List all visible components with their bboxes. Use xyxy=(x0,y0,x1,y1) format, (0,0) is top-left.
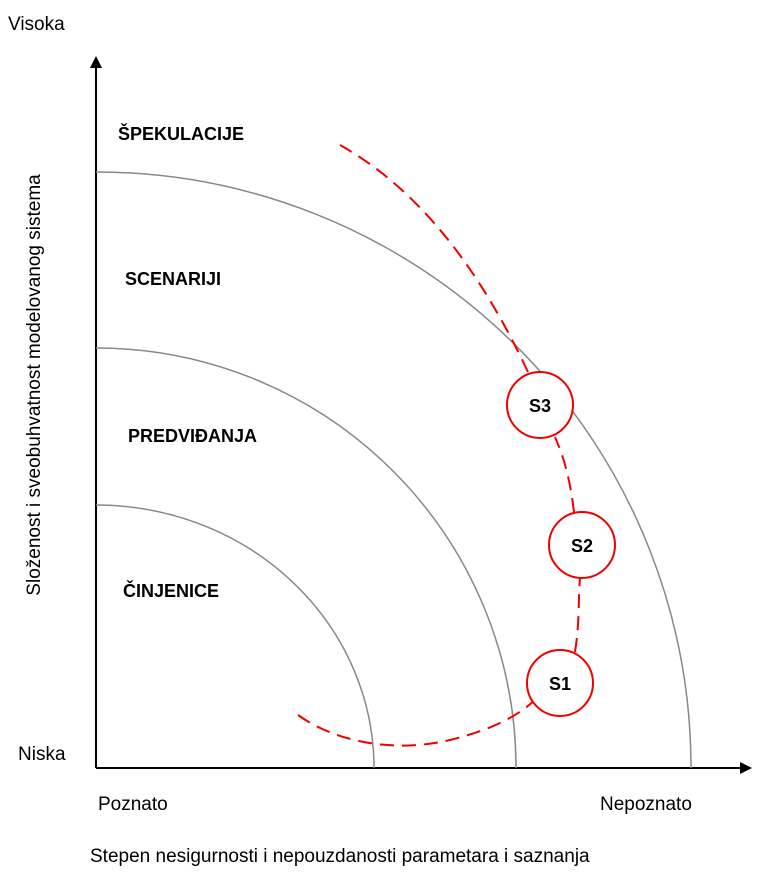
arc-3 xyxy=(95,171,692,769)
y-top-label: Visoka xyxy=(8,14,65,35)
node-circle xyxy=(526,649,594,717)
y-axis-label: Složenost i sveobuhvatnost modelovanog s… xyxy=(24,174,45,596)
node-label: S3 xyxy=(529,396,551,416)
arc-2 xyxy=(95,347,517,769)
node-circle xyxy=(506,371,574,439)
zone-label: ČINJENICE xyxy=(123,580,219,601)
x-left-label: Poznato xyxy=(98,794,168,815)
y-bottom-label: Niska xyxy=(18,744,66,765)
x-right-label: Nepoznato xyxy=(600,794,692,815)
node-circle xyxy=(548,511,616,579)
arc-1 xyxy=(95,504,375,769)
node-label: S1 xyxy=(549,674,571,694)
zone-label: ŠPEKULACIJE xyxy=(118,123,244,144)
node-label: S2 xyxy=(571,536,593,556)
zone-label: PREDVIĐANJA xyxy=(128,426,257,446)
zone-label: SCENARIJI xyxy=(125,269,221,289)
trajectory xyxy=(297,144,581,747)
x-axis-label: Stepen nesigurnosti i nepouzdanosti para… xyxy=(90,846,590,867)
